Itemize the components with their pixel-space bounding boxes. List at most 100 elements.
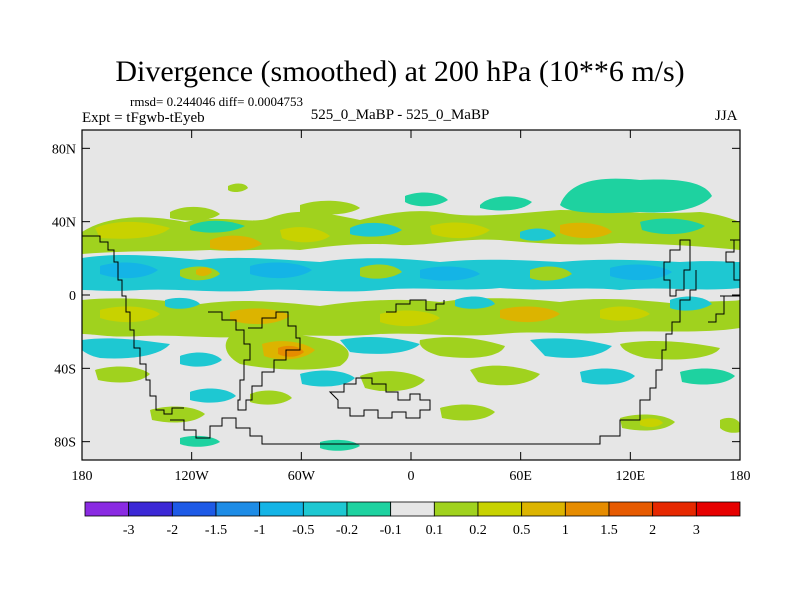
field-cell <box>95 221 170 239</box>
colorbar-swatch <box>521 501 566 517</box>
field-cell <box>180 352 222 367</box>
coastline-americas <box>82 235 184 415</box>
colorbar-label: 2 <box>649 523 656 538</box>
coastline-pacific-rim <box>725 239 740 281</box>
field-cell <box>228 183 248 193</box>
field-cell <box>530 266 572 281</box>
field-cell <box>360 264 402 279</box>
southern-subtropics <box>82 333 720 370</box>
field-cell <box>420 266 480 281</box>
coastline-antarctic-peninsula <box>170 270 697 445</box>
field-cell <box>250 262 312 279</box>
field-cell <box>280 227 330 243</box>
field-cell <box>440 404 495 421</box>
colorbar-label: 1.5 <box>600 523 618 538</box>
experiment-label: Expt = tFgwb-tEyeb <box>82 110 205 126</box>
field-cell <box>165 297 200 309</box>
field-cell <box>170 206 220 221</box>
x-tick-label: 0 <box>408 469 415 484</box>
field-cell <box>320 439 360 451</box>
field-cell <box>230 308 290 325</box>
field-cell <box>250 390 292 405</box>
colorbar-label: -0.2 <box>336 523 358 538</box>
field-cell <box>430 222 490 239</box>
x-tick-label: 180 <box>730 469 751 484</box>
y-tick-label: 40S <box>54 362 76 377</box>
field-cell <box>210 235 262 251</box>
color-bar: -3 -2 -1.5 -1 -0.5 -0.2 -0.1 0.1 0.2 0.5 1 1.5 2 3 <box>84 501 741 538</box>
field-cell <box>530 338 612 358</box>
colorbar-label: 0.2 <box>469 523 487 538</box>
coastline <box>82 235 740 445</box>
field-cell <box>340 337 420 354</box>
field-cell <box>190 388 236 403</box>
contour-fields <box>82 178 740 451</box>
field-cell <box>360 371 425 392</box>
colorbar-swatch <box>695 501 741 517</box>
season-label: JJA <box>715 108 738 124</box>
colorbar-swatch <box>259 501 304 517</box>
colorbar-label: -0.5 <box>292 523 314 538</box>
field-cell <box>620 341 720 360</box>
field-cell <box>640 418 663 428</box>
field-cell <box>196 267 212 277</box>
colorbar-swatch <box>564 501 610 517</box>
field-cell <box>560 178 712 214</box>
field-cell <box>300 200 360 215</box>
colorbar-label: 3 <box>693 523 700 538</box>
colorbar-swatch <box>171 501 217 517</box>
colorbar-swatch <box>390 501 435 517</box>
field-cell <box>720 417 740 433</box>
field-cell <box>419 337 505 358</box>
x-tick-label: 60E <box>509 469 532 484</box>
colorbar-swatch <box>346 501 392 517</box>
field-cell <box>380 310 440 327</box>
colorbar-label: -1.5 <box>205 523 227 538</box>
field-cell <box>300 370 355 387</box>
x-tick-label: 60W <box>288 469 316 484</box>
y-tick-label: 40N <box>52 216 76 231</box>
field-cell <box>405 192 448 207</box>
field-cell <box>560 222 612 239</box>
field-cell <box>500 306 560 323</box>
field-cell <box>520 228 556 241</box>
field-cell <box>82 254 740 292</box>
field-cell <box>190 220 245 233</box>
colorbar-label: -1 <box>254 523 266 538</box>
field-cell <box>95 366 150 383</box>
colorbar-swatch <box>84 501 130 517</box>
y-tick-label: 80N <box>52 142 76 157</box>
northern-wave-train <box>82 210 740 254</box>
field-cell <box>640 218 705 235</box>
field-cell <box>610 264 672 281</box>
colorbar-label: 0.5 <box>513 523 531 538</box>
colorbar-swatch <box>433 501 479 517</box>
field-cell <box>580 368 635 385</box>
colorbar-label: -0.1 <box>380 523 402 538</box>
coastline-arctic <box>708 295 740 323</box>
colorbar-label: -3 <box>123 523 135 538</box>
colorbar-swatch <box>608 501 654 517</box>
colorbar-swatch <box>215 501 261 517</box>
field-cell <box>455 296 495 309</box>
northern-subtropics <box>82 254 740 292</box>
field-cell <box>278 345 304 357</box>
y-tick-label: 0 <box>69 289 76 304</box>
field-cell <box>480 196 532 211</box>
field-cell <box>180 435 220 447</box>
map-title: Divergence (smoothed) at 200 hPa (10**6 … <box>115 55 685 88</box>
coastline-southern-africa <box>328 377 431 419</box>
colorbar-swatch <box>302 501 348 517</box>
coastline-australia <box>663 239 691 297</box>
field-cell <box>600 306 650 321</box>
colorbar-label: 0.1 <box>426 523 444 538</box>
x-tick-label: 120E <box>616 469 646 484</box>
stats-label: rmsd= 0.244046 diff= 0.0004753 <box>130 94 303 109</box>
southern-midlatitudes <box>95 365 735 405</box>
field-cell <box>100 262 158 279</box>
y-tick-label: 80S <box>54 436 76 451</box>
x-tick-label: 180 <box>72 469 93 484</box>
colorbar-swatch <box>477 501 523 517</box>
map-axes: 180 120W 60W 0 60E 120E 180 80N 40N 0 40S 80S <box>52 130 751 484</box>
